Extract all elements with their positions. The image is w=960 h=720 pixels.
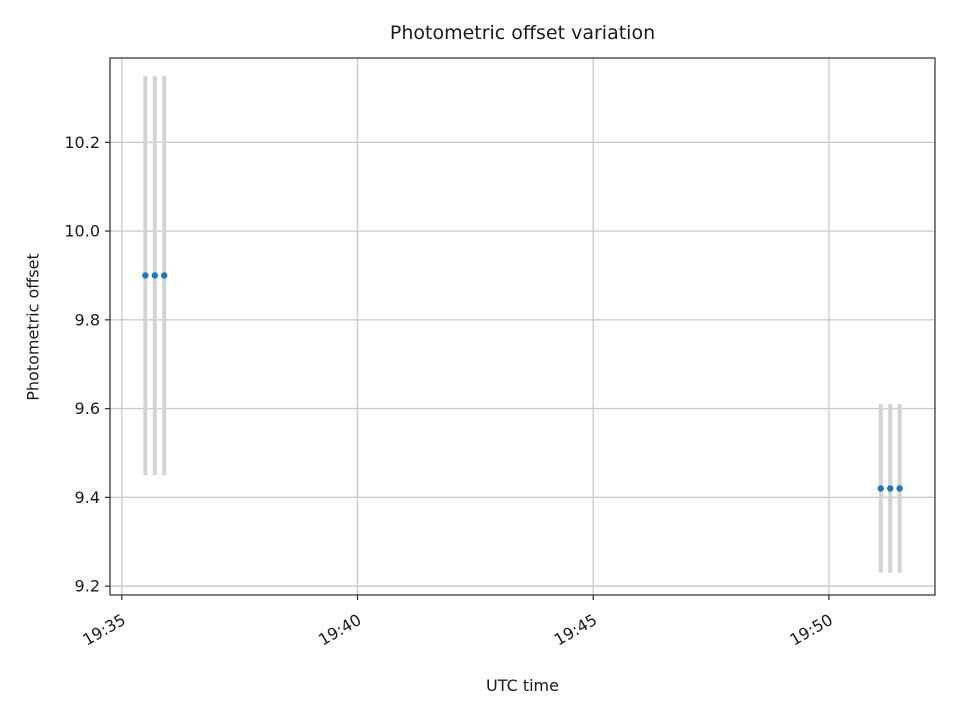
y-tick-label: 9.4 — [75, 488, 100, 507]
x-tick-label: 19:50 — [786, 610, 835, 650]
chart-title: Photometric offset variation — [389, 22, 656, 44]
data-point — [887, 485, 894, 492]
data-point — [877, 485, 884, 492]
y-tick-label: 10.2 — [64, 133, 100, 152]
y-tick-label: 10.0 — [64, 222, 100, 241]
x-tick-label: 19:45 — [551, 610, 600, 650]
x-axis-label: UTC time — [486, 676, 559, 695]
data-point — [142, 272, 149, 279]
x-tick-label: 19:35 — [79, 610, 128, 650]
axes-spines — [109, 57, 936, 596]
x-tick-label: 19:40 — [315, 610, 364, 650]
y-tick-label: 9.2 — [75, 577, 100, 596]
data-point — [151, 272, 158, 279]
data-point — [161, 272, 168, 279]
y-tick-label: 9.6 — [75, 399, 100, 418]
y-tick-label: 9.8 — [75, 310, 100, 329]
data-point — [896, 485, 903, 492]
